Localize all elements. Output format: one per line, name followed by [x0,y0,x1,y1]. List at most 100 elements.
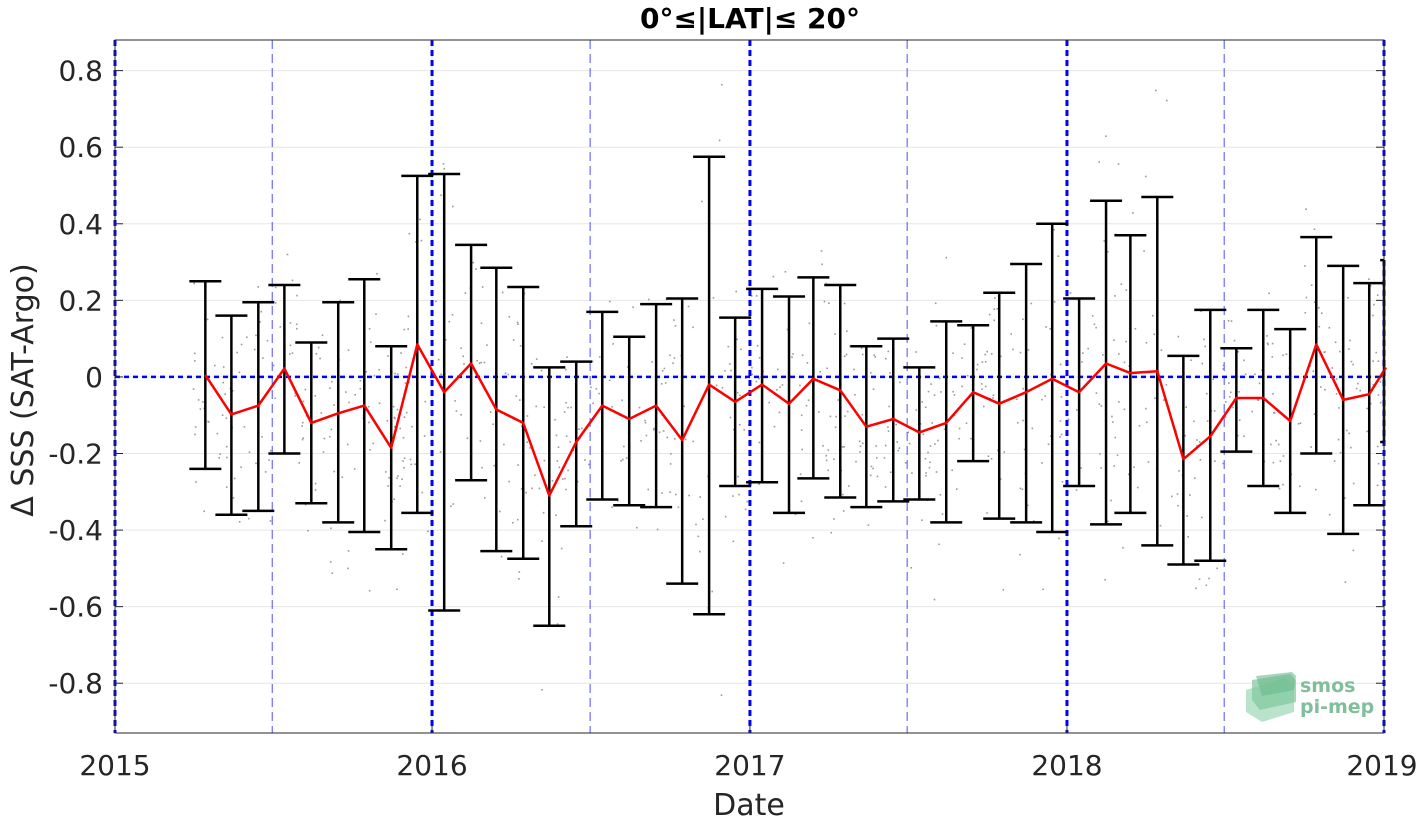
scatter-point [464,292,467,294]
scatter-point [365,371,367,373]
scatter-point [1279,460,1282,462]
scatter-point [1243,359,1245,362]
scatter-point [1003,451,1006,453]
scatter-point [304,503,307,506]
scatter-point [257,286,259,288]
scatter-point [1045,326,1047,328]
scatter-point [221,414,224,416]
scatter-point [515,395,518,397]
scatter-point [799,384,801,387]
scatter-point [1366,430,1368,433]
scatter-point [268,459,270,461]
scatter-point [460,414,462,416]
scatter-point [1059,363,1062,366]
scatter-point [739,394,741,397]
scatter-point [1030,302,1033,305]
scatter-point [800,414,803,417]
scatter-point [874,356,877,358]
scatter-point [567,469,569,472]
scatter-point [1138,425,1141,427]
scatter-point [479,440,482,442]
scatter-point [409,458,412,461]
scatter-point [463,363,465,365]
scatter-point [367,405,370,408]
scatter-point [329,435,331,438]
scatter-point [835,415,837,418]
scatter-point [897,449,900,452]
scatter-point [1022,387,1024,390]
scatter-point [818,411,820,413]
scatter-point [570,406,572,409]
scatter-point [692,326,694,329]
scatter-point [302,400,305,403]
scatter-point [656,528,659,531]
scatter-point [846,410,849,413]
scatter-point [889,471,892,473]
scatter-point [1069,292,1072,294]
scatter-point [1335,393,1338,395]
scatter-point [669,491,671,493]
scatter-point [274,302,277,304]
scatter-point [1128,473,1130,476]
scatter-point [990,458,993,460]
scatter-point [847,485,850,487]
scatter-point [1376,294,1379,296]
scatter-point [1145,342,1148,344]
scatter-point [1228,382,1230,384]
scatter-point [1273,412,1276,414]
scatter-point [715,384,718,387]
scatter-point [462,355,464,358]
scatter-point [1254,373,1256,376]
scatter-point [934,302,937,305]
scatter-point [396,373,399,375]
scatter-point [929,445,932,447]
scatter-point [269,520,272,522]
scatter-point [772,275,775,278]
scatter-point [799,473,802,475]
scatter-point [1277,443,1280,446]
scatter-point [801,448,803,451]
scatter-point [478,362,481,364]
scatter-point [1019,351,1022,354]
scatter-point [1125,289,1128,291]
scatter-point [883,457,886,459]
scatter-point [1237,434,1239,437]
scatter-point [279,326,282,328]
scatter-point [670,453,672,455]
scatter-point [226,456,228,459]
scatter-point [1100,467,1102,469]
scatter-point [274,286,277,289]
scatter-point [805,404,808,407]
scatter-point [695,523,697,526]
scatter-point [1230,391,1232,394]
scatter-point [231,390,234,392]
scatter-point [632,306,634,308]
scatter-point [712,297,715,299]
y-tick-label: -0.2 [48,438,103,471]
scatter-point [859,451,861,453]
scatter-point [996,308,999,310]
scatter-point [992,397,994,399]
scatter-point [221,336,224,339]
scatter-point [301,438,304,441]
scatter-point [1321,312,1323,314]
scatter-point [702,518,704,520]
scatter-point [255,462,257,465]
scatter-point [1022,318,1024,321]
scatter-point [963,343,966,345]
scatter-point [225,417,228,419]
scatter-point [672,362,674,364]
scatter-point [925,472,927,474]
smos-pi-mep-logo: smos pi-mep [1246,672,1374,722]
scatter-point [1328,513,1331,516]
scatter-point [834,426,837,428]
scatter-point [1266,335,1268,337]
scatter-point [393,426,396,428]
scatter-point [1120,283,1123,285]
scatter-point [531,487,533,490]
scatter-point [1154,397,1156,399]
scatter-point [1081,361,1083,363]
scatter-point [375,313,377,315]
scatter-point [943,428,946,431]
